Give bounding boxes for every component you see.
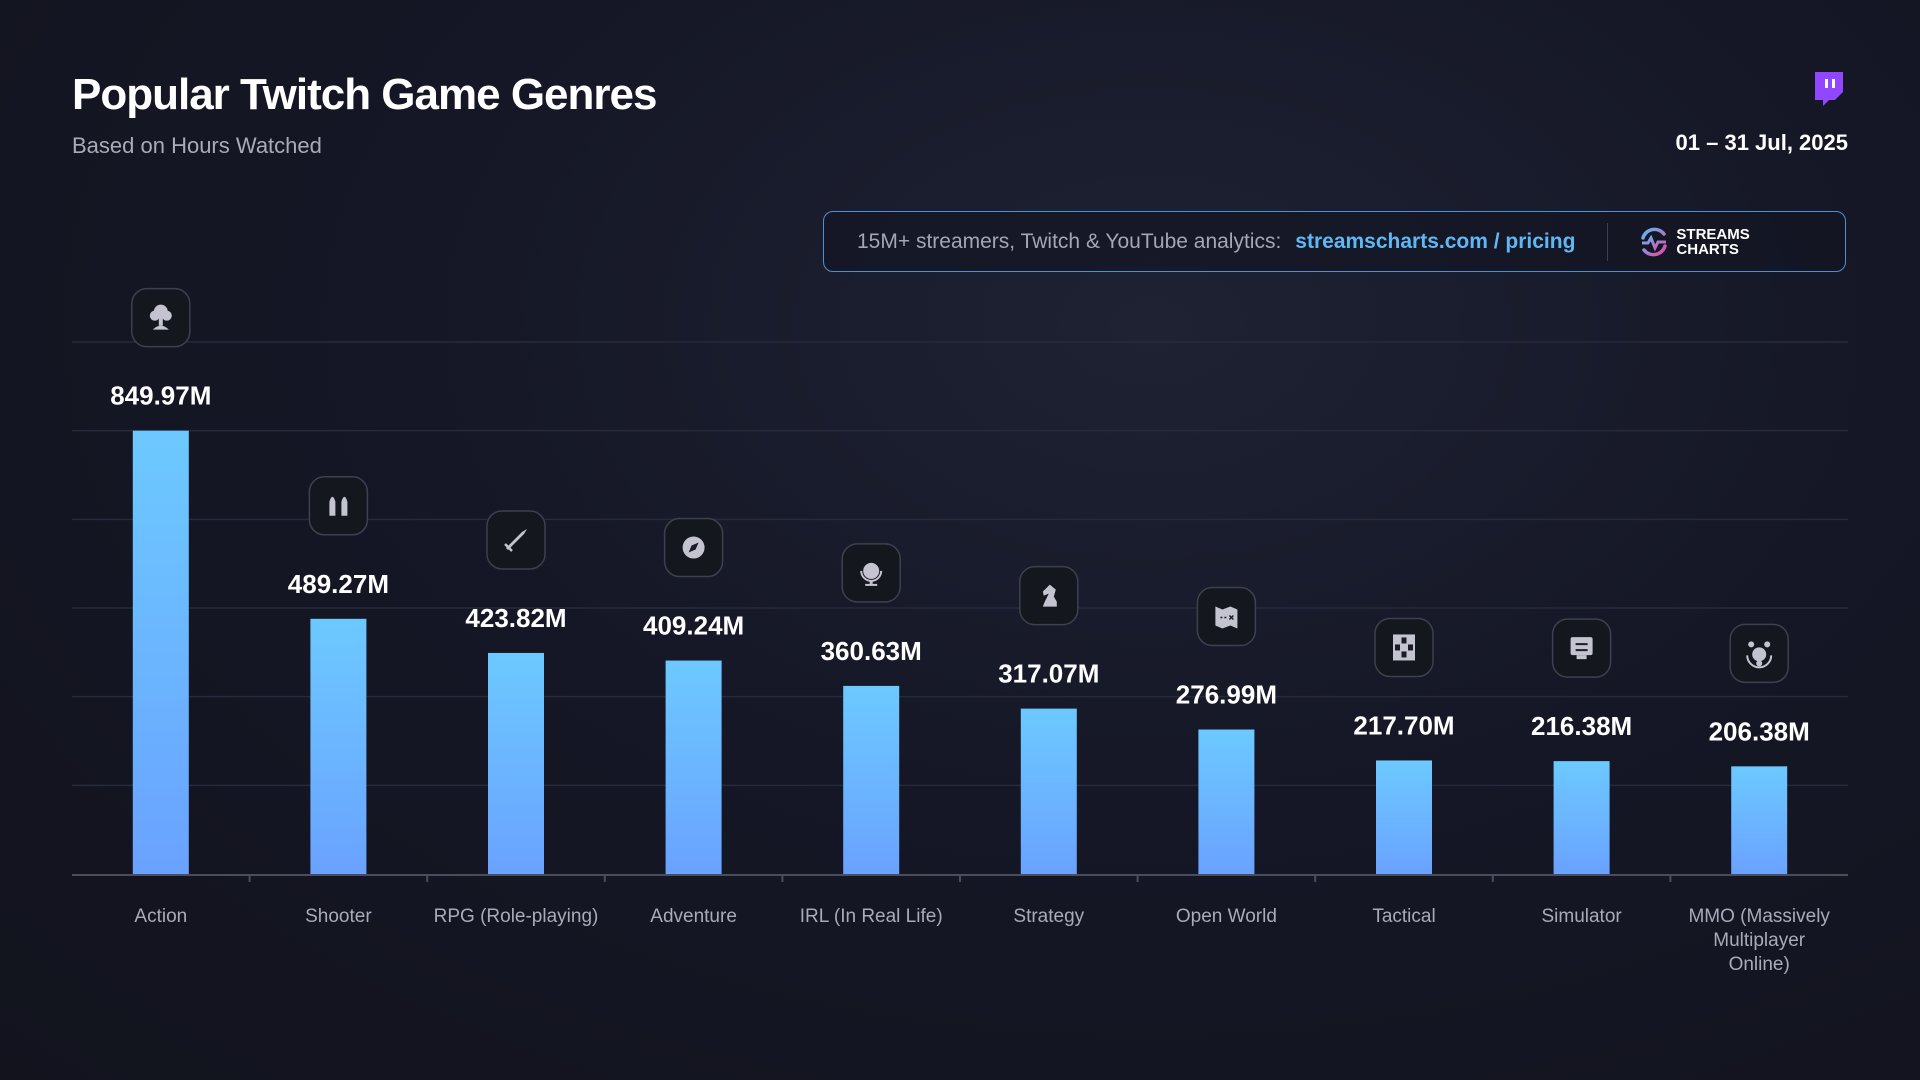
bar-group: 360.63M IRL (In Real Life): [800, 543, 943, 927]
category-label: Simulator: [1541, 906, 1622, 927]
globe-icon: [841, 543, 901, 603]
data-label: 216.38M: [1531, 711, 1632, 741]
bar-group: 216.38M Simulator: [1531, 618, 1632, 927]
bar[interactable]: [132, 430, 189, 874]
bar[interactable]: [1020, 708, 1077, 874]
chess-knight-icon: [1019, 565, 1079, 626]
promo-banner[interactable]: 15M+ streamers, Twitch & YouTube analyti…: [823, 211, 1846, 272]
category-label: Online): [1729, 954, 1790, 975]
explosion-icon: [131, 287, 191, 348]
sword-icon: [486, 510, 546, 570]
divider: [1607, 222, 1609, 261]
data-label: 489.27M: [288, 569, 389, 599]
category-label: Open World: [1176, 906, 1277, 927]
data-label: 317.07M: [998, 659, 1099, 689]
bar[interactable]: [1731, 766, 1788, 874]
multiplayer-globe-icon: [1729, 623, 1789, 684]
pricing-link[interactable]: streamscharts.com / pricing: [1295, 229, 1576, 253]
data-label: 217.70M: [1353, 710, 1454, 740]
date-range: 01 – 31 Jul, 2025: [1675, 130, 1848, 155]
data-label: 849.97M: [110, 381, 211, 411]
category-label: Adventure: [650, 906, 737, 927]
map-icon: [1196, 586, 1257, 647]
banner-text: 15M+ streamers, Twitch & YouTube analyti…: [857, 229, 1282, 253]
data-label: 206.38M: [1709, 716, 1810, 746]
bar-group: 317.07M Strategy: [998, 565, 1099, 927]
data-label: 276.99M: [1176, 680, 1277, 710]
bar[interactable]: [1376, 760, 1432, 874]
category-label: Multiplayer: [1713, 930, 1806, 951]
bar-group: 849.97M Action: [110, 287, 211, 927]
bar[interactable]: [665, 660, 722, 874]
logo-line1: STREAMS: [1676, 225, 1750, 243]
streamscharts-logo[interactable]: STREAMS CHARTS: [1638, 225, 1750, 258]
twitch-icon: [1815, 72, 1843, 106]
bar[interactable]: [310, 618, 367, 874]
category-label: Action: [134, 906, 187, 927]
bar-group: 206.38M MMO (Massively Multiplayer Online): [1688, 623, 1830, 975]
bar-group: 276.99M Open World: [1176, 586, 1277, 927]
category-label: Strategy: [1013, 906, 1084, 927]
logo-line2: CHARTS: [1676, 240, 1739, 258]
streamscharts-logo-icon: [1641, 227, 1668, 256]
controls-chip-icon: [1551, 618, 1612, 678]
bar[interactable]: [488, 652, 544, 874]
data-label: 360.63M: [821, 636, 922, 666]
page-subtitle: Based on Hours Watched: [72, 133, 322, 158]
bar-group: 489.27M Shooter: [288, 476, 389, 927]
data-label: 409.24M: [643, 611, 744, 641]
bar[interactable]: [1198, 729, 1255, 874]
bar-group: 409.24M Adventure: [643, 517, 744, 927]
page-title: Popular Twitch Game Genres: [72, 70, 657, 119]
category-label: RPG (Role-playing): [434, 906, 599, 927]
bullets-icon: [308, 476, 369, 536]
category-label: Tactical: [1372, 906, 1435, 927]
data-label: 423.82M: [465, 603, 566, 633]
category-label: MMO (Massively: [1688, 906, 1830, 927]
bar-group: 217.70M Tactical: [1353, 617, 1455, 927]
bar-group: 423.82M RPG (Role-playing): [434, 510, 599, 927]
dice-icon: [1374, 617, 1434, 678]
bar[interactable]: [1553, 761, 1610, 874]
bar[interactable]: [843, 685, 900, 874]
category-label: IRL (In Real Life): [800, 906, 943, 927]
compass-icon: [663, 517, 724, 578]
category-label: Shooter: [305, 906, 372, 927]
